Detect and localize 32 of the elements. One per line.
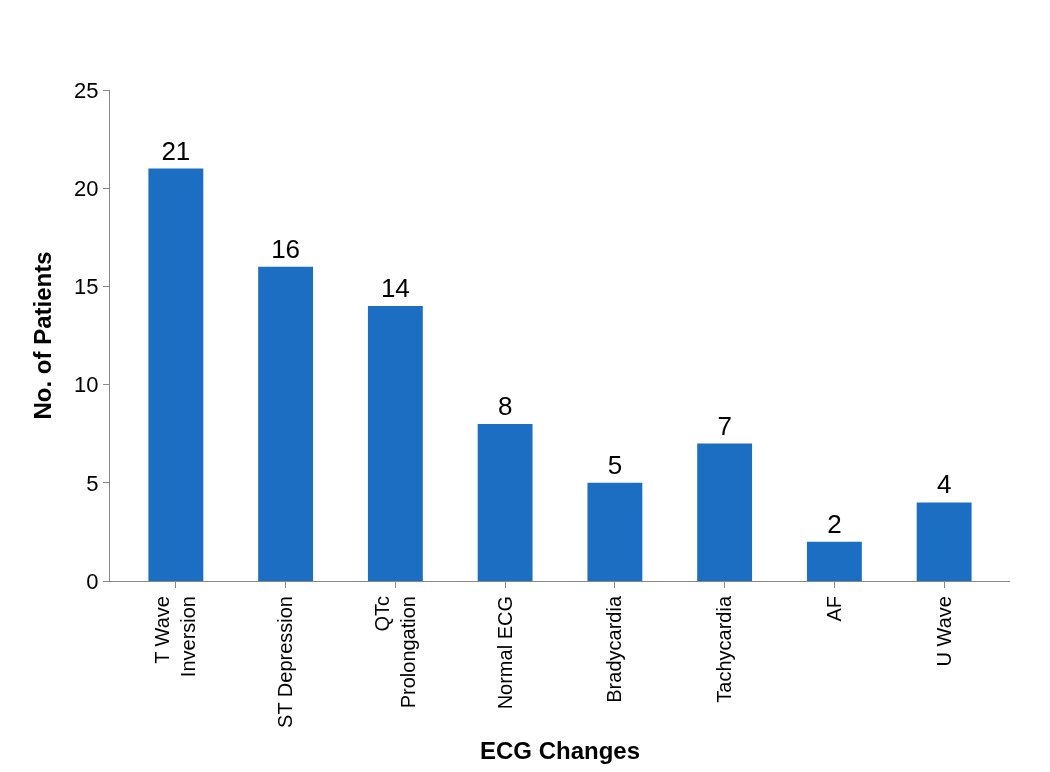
bar <box>916 502 972 581</box>
y-tick-label: 0 <box>86 568 99 594</box>
bar <box>806 541 862 581</box>
x-axis-title: ECG Changes <box>479 737 641 765</box>
bar <box>697 443 753 581</box>
data-label: 21 <box>161 135 191 166</box>
data-label: 4 <box>936 469 952 500</box>
data-label: 5 <box>607 449 623 480</box>
x-tick-label: ST Depression <box>274 596 297 728</box>
y-tick-label: 15 <box>74 274 99 300</box>
bar <box>477 423 533 581</box>
x-tick-label: T Wave Inversion <box>151 596 200 678</box>
y-axis-title: No. of Patients <box>29 251 57 420</box>
x-tick-label: Bradycardia <box>603 595 626 703</box>
x-tick-label: Tachycardia <box>713 595 736 703</box>
bar <box>367 306 423 581</box>
y-tick-label: 20 <box>74 175 99 201</box>
x-tick-label: Normal ECG <box>493 596 516 710</box>
data-label: 16 <box>271 233 301 264</box>
y-tick-label: 25 <box>74 77 99 103</box>
data-label: 2 <box>827 508 842 539</box>
data-label: 14 <box>380 273 410 304</box>
bar <box>148 168 204 581</box>
data-label: 8 <box>497 390 513 421</box>
data-label: 7 <box>717 410 732 441</box>
y-tick-label: 5 <box>86 470 99 496</box>
x-tick-label: U Wave <box>932 596 955 667</box>
bar <box>258 266 314 581</box>
y-tick-label: 10 <box>74 372 99 398</box>
x-tick-label: QTc Prolongation <box>370 596 419 709</box>
bar <box>587 482 643 581</box>
x-tick-label: AF <box>822 596 845 622</box>
